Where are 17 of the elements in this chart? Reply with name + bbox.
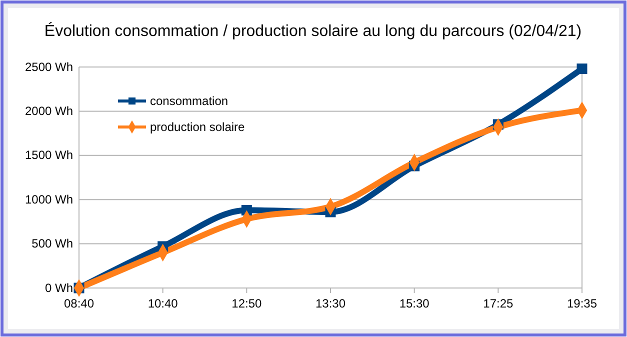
legend-label: production solaire	[150, 120, 246, 134]
y-tick-label: 1000 Wh	[24, 192, 73, 206]
x-tick-label: 13:30	[315, 296, 346, 311]
point	[576, 64, 588, 74]
y-tick-label: 500 Wh	[32, 236, 73, 251]
legend-label: consommation	[150, 94, 228, 108]
y-tick-label: 2500 Wh	[24, 60, 73, 74]
x-tick-label: 10:40	[148, 296, 178, 311]
y-tick-label: 0 Wh	[44, 280, 73, 295]
x-tick-label: 17:25	[483, 296, 514, 311]
x-tick-label: 15:30	[399, 296, 430, 311]
chart-title: Évolution consommation / production solaire au long du parcours (02/04/21)	[44, 22, 582, 40]
x-tick-label: 12:50	[232, 296, 262, 311]
y-tick-label: 2000 Wh	[24, 104, 73, 118]
y-tick-label: 1500 Wh	[24, 148, 73, 162]
x-tick-label: 19:35	[566, 296, 598, 311]
x-tick-label: 08:40	[64, 296, 94, 311]
